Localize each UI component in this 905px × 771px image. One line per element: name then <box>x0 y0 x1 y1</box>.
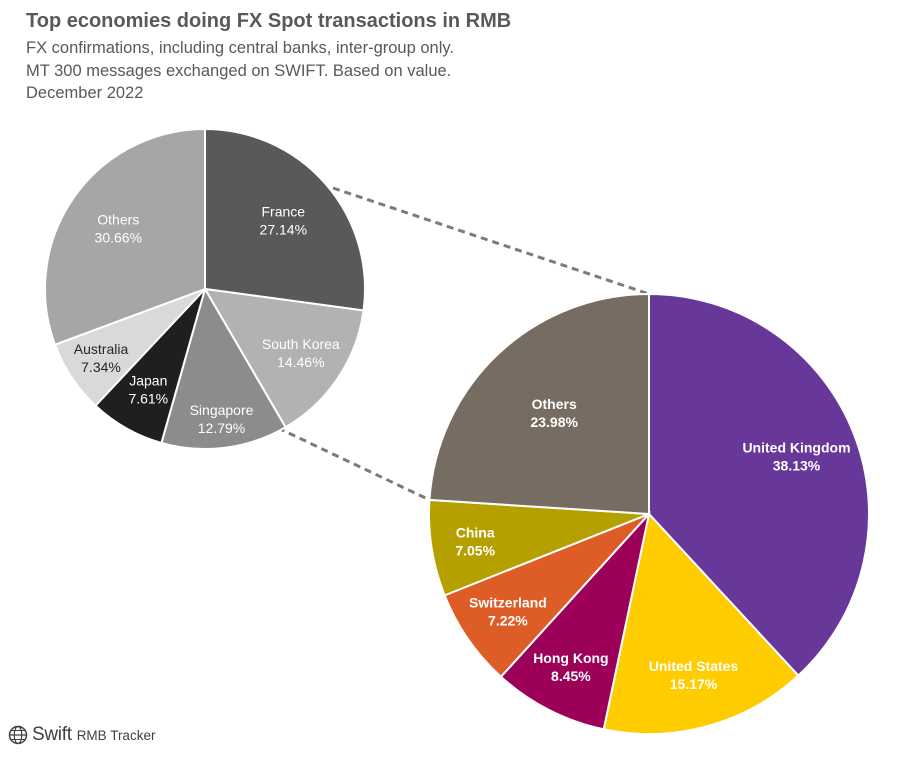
product-name: RMB Tracker <box>76 727 156 743</box>
main-label-value-united-kingdom: 38.13% <box>773 457 821 473</box>
others-breakdown-label-value-singapore: 12.79% <box>198 420 245 436</box>
main-slice-united-states <box>602 511 800 735</box>
others-breakdown-label-australia: Australia 7.34% <box>74 341 129 375</box>
main-label-name-others: Others <box>532 396 577 412</box>
main-label-name-united-states: United States <box>649 658 739 674</box>
others-breakdown-label-singapore: Singapore 12.79% <box>190 402 254 436</box>
main-label-switzerland: Switzerland 7.22% <box>469 595 547 629</box>
others-breakdown-pie: France 27.14% South Korea 14.46% Singapore 12… <box>44 127 367 450</box>
others-breakdown-slice-france <box>204 127 367 312</box>
others-breakdown-label-name-france: France <box>262 204 306 220</box>
connector-line-top <box>332 186 650 296</box>
others-breakdown-label-japan: Japan 7.61% <box>128 372 168 406</box>
brand-name: Swift <box>32 724 72 745</box>
main-label-name-hong-kong: Hong Kong <box>533 650 608 666</box>
others-breakdown-label-value-others: 30.66% <box>95 230 142 246</box>
others-breakdown-slice-singapore <box>160 286 287 450</box>
main-slice-others <box>428 292 650 516</box>
others-breakdown-label-france: France 27.14% <box>260 204 307 238</box>
main-label-value-switzerland: 7.22% <box>488 613 528 629</box>
others-breakdown-label-value-south-korea: 14.46% <box>277 354 324 370</box>
others-breakdown-label-value-japan: 7.61% <box>128 390 168 406</box>
main-label-united-states: United States 15.17% <box>649 658 739 692</box>
main-label-others: Others 23.98% <box>530 396 578 430</box>
main-slice-switzerland <box>443 513 650 679</box>
connector-line-bottom <box>277 426 431 502</box>
main-label-value-china: 7.05% <box>455 543 495 559</box>
main-label-hong-kong: Hong Kong 8.45% <box>533 650 608 684</box>
main-label-name-united-kingdom: United Kingdom <box>742 439 850 455</box>
chart-subtitle-line-1: FX confirmations, including central bank… <box>26 39 454 57</box>
main-label-value-others: 23.98% <box>530 414 578 430</box>
globe-icon <box>8 725 28 745</box>
chart-subtitle-line-2: MT 300 messages exchanged on SWIFT. Base… <box>26 62 452 80</box>
main-slice-hong-kong <box>499 510 651 731</box>
others-breakdown-label-name-australia: Australia <box>74 341 129 357</box>
main-pie: United Kingdom 38.13% United States 15.17% H… <box>428 292 870 735</box>
main-label-name-china: China <box>456 525 495 541</box>
others-breakdown-label-others: Others 30.66% <box>95 212 142 246</box>
others-breakdown-label-name-south-korea: South Korea <box>262 336 340 352</box>
others-breakdown-label-name-singapore: Singapore <box>190 402 254 418</box>
others-breakdown-label-name-others: Others <box>97 212 139 228</box>
others-breakdown-slice-south-korea <box>203 287 365 429</box>
main-label-united-kingdom: United Kingdom 38.13% <box>742 439 850 473</box>
main-label-china: China 7.05% <box>455 525 495 559</box>
others-breakdown-slice-others <box>44 127 206 346</box>
others-breakdown-label-value-france: 27.14% <box>260 222 307 238</box>
chart-title: Top economies doing FX Spot transactions… <box>26 10 512 32</box>
others-breakdown-label-name-japan: Japan <box>129 372 167 388</box>
others-breakdown-label-south-korea: South Korea 14.46% <box>262 336 340 370</box>
main-label-value-united-states: 15.17% <box>670 676 718 692</box>
main-slice-united-kingdom <box>648 292 870 678</box>
footer-branding: Swift RMB Tracker <box>8 724 155 746</box>
main-label-name-switzerland: Switzerland <box>469 595 547 611</box>
main-label-value-hong-kong: 8.45% <box>551 668 591 684</box>
others-breakdown-label-value-australia: 7.34% <box>81 359 121 375</box>
chart-subtitle-line-3: December 2022 <box>26 84 144 102</box>
